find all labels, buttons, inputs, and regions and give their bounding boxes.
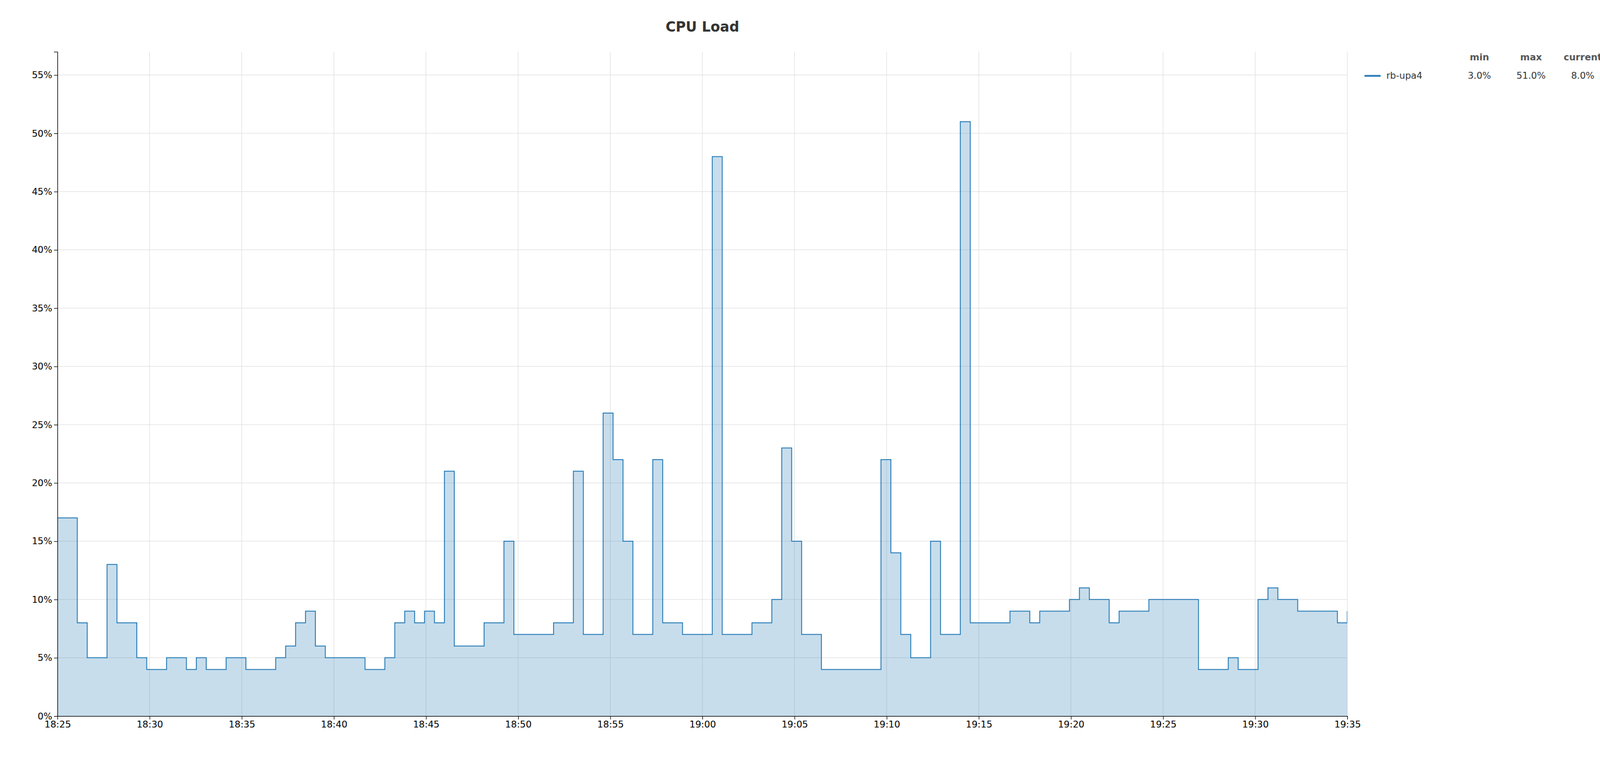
grid-line: [978, 51, 980, 716]
tick-label: 19:10: [873, 718, 900, 730]
tick-mark: [53, 540, 58, 542]
tick-label: 19:05: [781, 718, 809, 730]
tick: 20%: [31, 477, 58, 489]
tick-label: 0%: [37, 710, 53, 722]
x-axis: 18:2518:3018:3518:4018:4518:5018:5519:00…: [44, 715, 1361, 730]
tick-label: 19:00: [689, 718, 716, 730]
grid-line: [333, 51, 335, 716]
tick-mark: [53, 598, 58, 600]
tick: 18:30: [136, 715, 164, 730]
grid-line: [702, 51, 703, 716]
tick-label: 55%: [31, 69, 53, 81]
tick-mark: [53, 191, 58, 192]
tick: 19:10: [873, 715, 900, 730]
tick-label: 19:35: [1334, 718, 1361, 730]
tick: 19:00: [689, 715, 716, 730]
tick-label: 18:30: [136, 718, 164, 730]
tick-label: 19:30: [1242, 718, 1269, 730]
tick-label: 35%: [31, 302, 53, 314]
legend: min max current rb-upa4 3.0% 51.0% 8.0%: [1364, 51, 1600, 81]
tick: 50%: [31, 128, 58, 139]
axis-domain: [53, 52, 59, 717]
grid-line: [1254, 51, 1256, 716]
legend-value: 8.0%: [1571, 70, 1595, 81]
marks: [57, 121, 1348, 716]
tick-label: 10%: [31, 593, 53, 605]
y-axis: 0% 5% 10% 15% 20% 25% 30% 35% 40% 45% 50% 55%: [31, 52, 58, 722]
legend-label: rb-upa4: [1386, 70, 1423, 81]
tick: 19:20: [1057, 715, 1085, 730]
tick-mark: [53, 366, 58, 367]
tick-label: 18:45: [412, 718, 440, 730]
tick: 19:15: [965, 715, 993, 730]
tick: 19:25: [1150, 715, 1177, 730]
tick-mark: [53, 424, 58, 425]
tick-mark: [53, 715, 58, 717]
tick: 10%: [31, 593, 58, 605]
tick: 25%: [31, 419, 58, 431]
tick: 19:05: [781, 715, 809, 730]
tick-mark: [53, 133, 58, 134]
tick-label: 40%: [31, 244, 53, 255]
tick-label: 15%: [31, 535, 53, 547]
grid-line: [518, 51, 519, 716]
tick: 15%: [31, 535, 58, 547]
tick-label: 20%: [31, 477, 53, 489]
plot: 18:2518:3018:3518:4018:4518:5018:5519:00…: [31, 51, 1361, 730]
tick: 19:30: [1242, 715, 1269, 730]
tick-mark: [53, 249, 58, 251]
tick-label: 18:40: [321, 718, 348, 730]
area: [57, 121, 1348, 716]
grid: [57, 51, 1348, 716]
tick-label: 18:35: [228, 718, 255, 730]
chart: 18:2518:3018:3518:4018:4518:5018:5519:00…: [0, 0, 1600, 762]
tick-label: 45%: [31, 186, 53, 197]
tick-mark: [53, 75, 58, 76]
legend-value: 51.0%: [1516, 70, 1547, 81]
tick: 40%: [31, 244, 58, 255]
tick-label: 19:20: [1057, 718, 1085, 730]
tick: 19:35: [1334, 715, 1361, 730]
tick-label: 5%: [37, 651, 53, 663]
tick: 45%: [31, 186, 58, 197]
tick: 55%: [31, 69, 58, 81]
tick: 18:50: [505, 715, 532, 730]
tick-mark: [53, 482, 58, 483]
legend-swatch: [1364, 75, 1381, 77]
tick: 30%: [31, 360, 58, 372]
grid-line: [149, 51, 150, 716]
tick-label: 30%: [31, 360, 53, 372]
tick-label: 19:15: [965, 718, 993, 730]
tick: 18:55: [597, 715, 624, 730]
legend-header: current: [1563, 51, 1600, 63]
legend-header: max: [1520, 51, 1542, 63]
tick: 18:35: [228, 715, 255, 730]
legend-value: 3.0%: [1467, 70, 1492, 81]
tick-label: 18:50: [505, 718, 532, 730]
tick-label: 19:25: [1150, 718, 1177, 730]
tick-label: 50%: [31, 128, 53, 139]
tick: 18:45: [412, 715, 440, 730]
title: CPU Load: [665, 18, 740, 36]
tick-label: 18:55: [597, 718, 624, 730]
tick: 5%: [37, 651, 58, 663]
grid-line: [241, 51, 242, 716]
legend-header: min: [1469, 51, 1490, 63]
tick-mark: [53, 307, 58, 309]
tick-mark: [53, 657, 58, 659]
tick: 35%: [31, 302, 58, 314]
tick: 18:40: [321, 715, 348, 730]
tick-label: 25%: [31, 419, 53, 431]
line: [57, 121, 1348, 670]
tick: 0%: [37, 710, 58, 722]
